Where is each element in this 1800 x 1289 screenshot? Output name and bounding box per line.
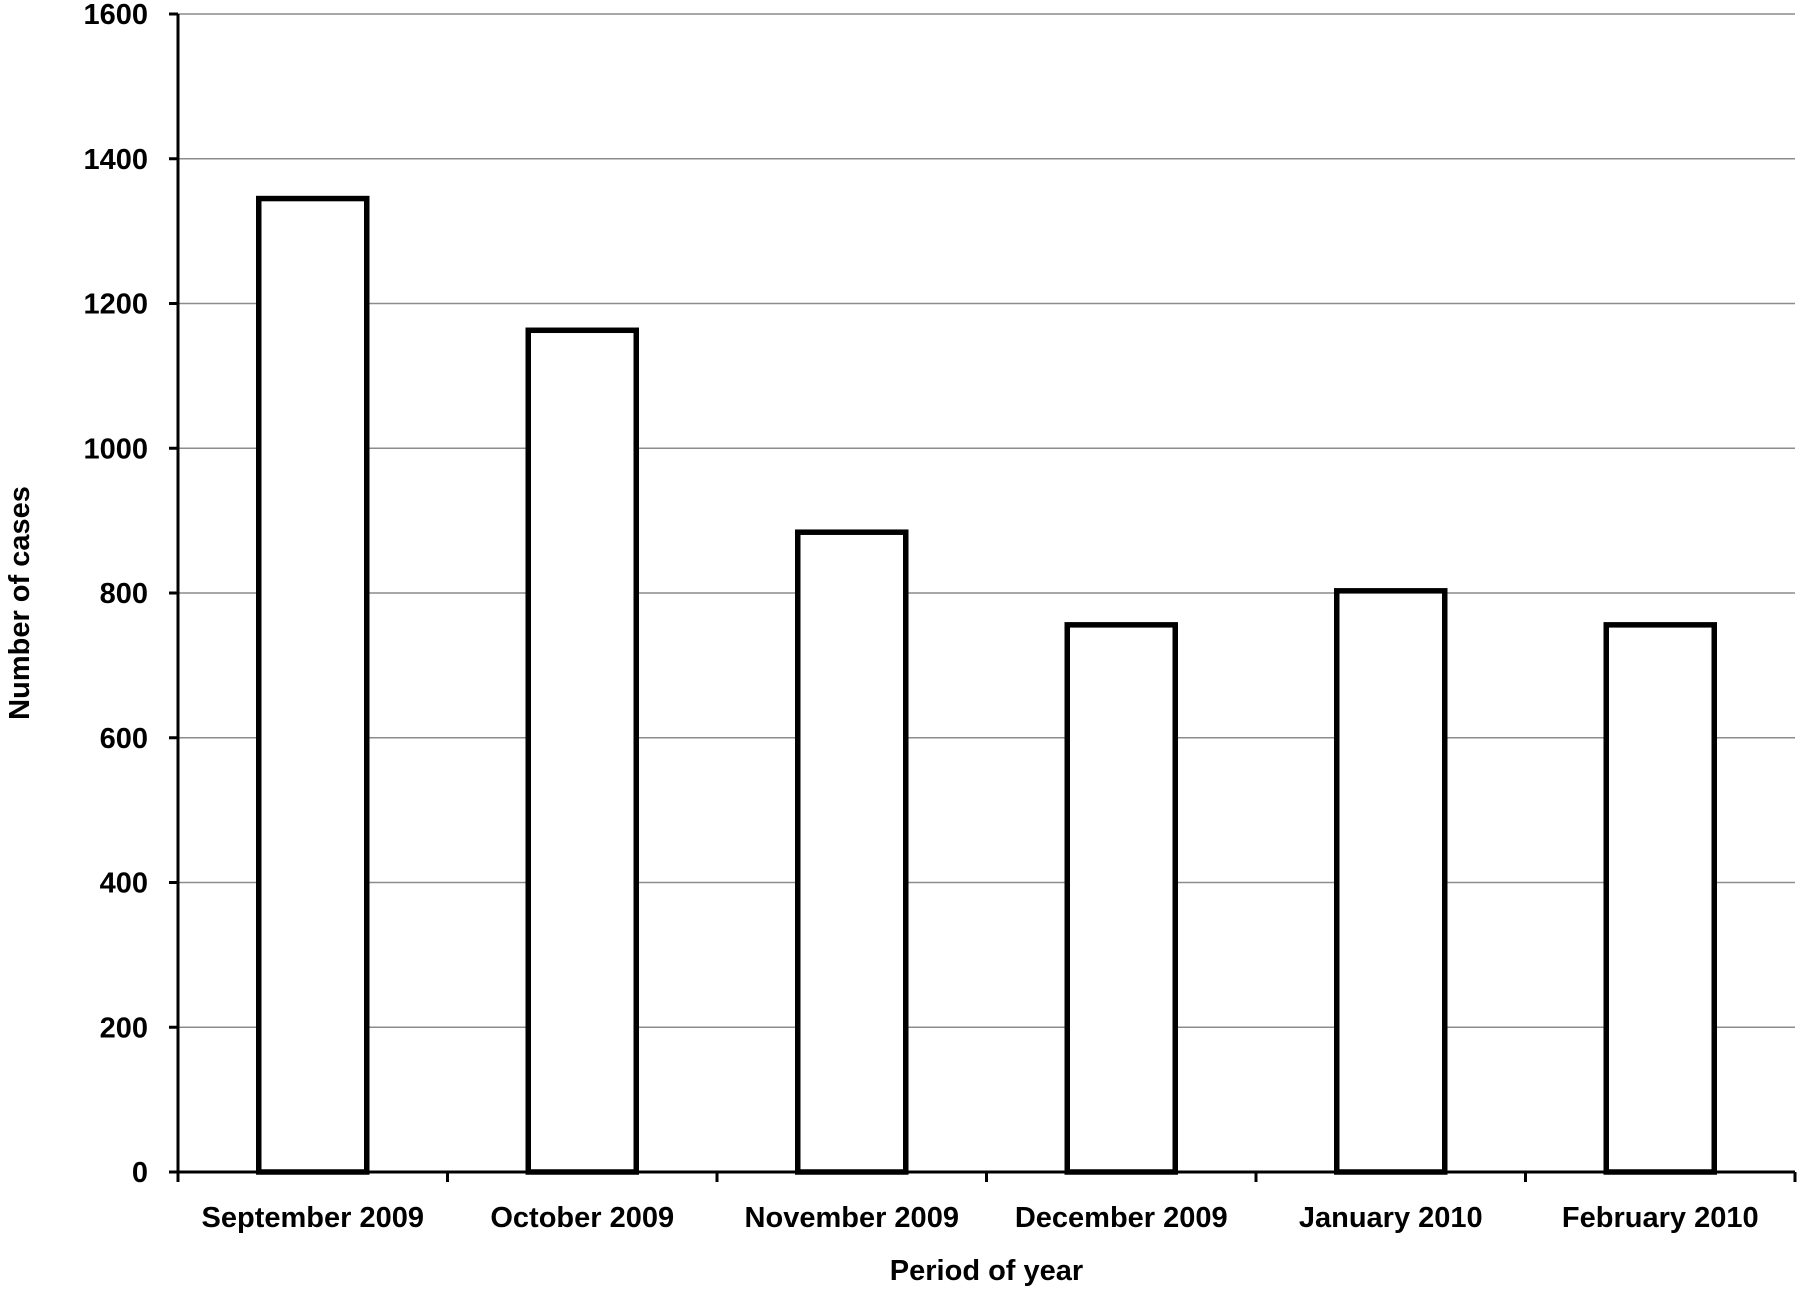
x-tick-labels: September 2009 October 2009 November 2009 D… [176,1172,1797,1234]
bar [1064,622,1178,1175]
bar [795,529,909,1175]
bar [525,327,639,1175]
y-tick-label: 400 [100,868,148,900]
y-tick-label: 1200 [83,289,148,321]
x-tick-label: February 2010 [1562,1202,1759,1234]
y-tick-label: 1000 [83,433,148,465]
bar [1603,622,1717,1175]
x-tick-label: December 2009 [1015,1202,1228,1234]
bars [256,195,1717,1175]
bar [1334,588,1448,1175]
x-axis-title: Period of year [890,1255,1083,1287]
y-tick-label: 200 [100,1012,148,1044]
axes [169,14,1795,1180]
y-axis-title: Number of cases [4,486,36,720]
x-tick-label: November 2009 [745,1202,959,1234]
y-tick-labels: 0 200 400 600 800 1000 1200 1400 1600 [83,0,178,1189]
y-tick-label: 1400 [83,144,148,176]
x-tick-label: January 2010 [1299,1202,1483,1234]
y-tick-label: 1600 [83,0,148,31]
y-tick-label: 800 [100,578,148,610]
bar [256,195,370,1175]
x-tick-label: September 2009 [202,1202,424,1234]
y-tick-label: 600 [100,723,148,755]
x-tick-label: October 2009 [490,1202,674,1234]
y-tick-label: 0 [132,1157,148,1189]
gridlines [178,13,1795,1029]
